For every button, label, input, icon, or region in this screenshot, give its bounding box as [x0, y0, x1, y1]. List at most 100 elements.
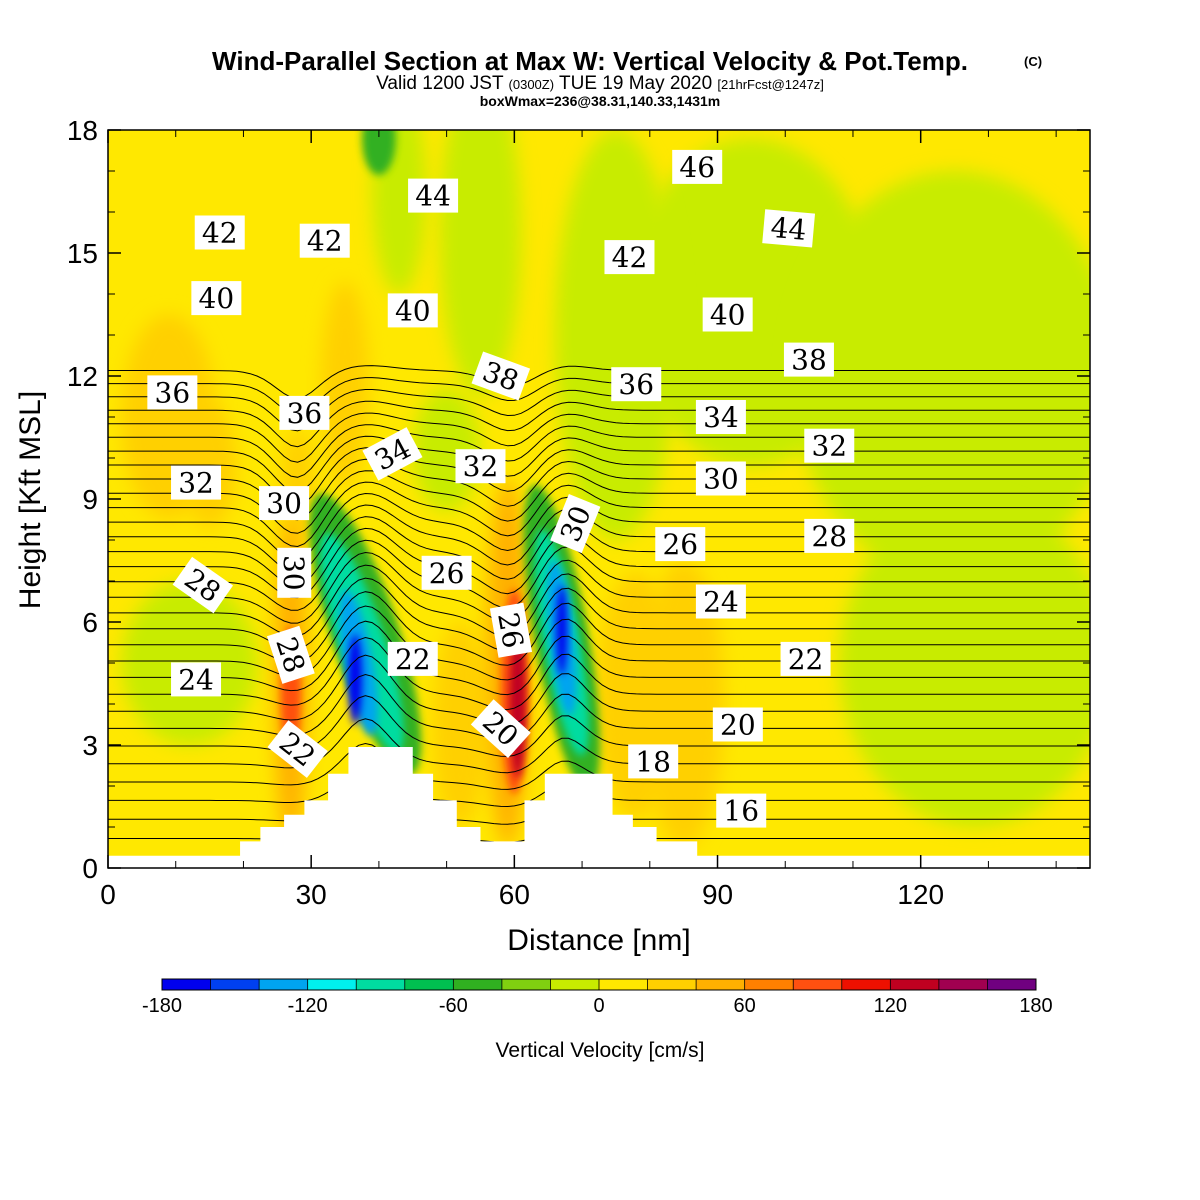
theta-contour-line [108, 564, 1090, 638]
contour-label-box [783, 342, 834, 377]
x-tick-label: 30 [296, 879, 327, 910]
contour-label-box [712, 707, 763, 742]
theta-contour-label: 30 [695, 461, 746, 496]
theta-contour-line [108, 504, 1090, 573]
theta-contour-label: 46 [672, 149, 723, 184]
contour-label-box [470, 699, 531, 758]
theta-contour-label: 22 [780, 641, 831, 676]
theta-contour-label: 32 [171, 465, 222, 500]
valid-date: TUE 19 May 2020 [559, 73, 712, 94]
x-tick-label: 0 [100, 879, 116, 910]
contour-label-box [362, 427, 423, 481]
contour-label-text: 32 [811, 430, 847, 463]
theta-contour-label: 36 [147, 375, 198, 410]
contour-label-text: 34 [703, 401, 739, 434]
valid-prefix: Valid 1200 JST [376, 73, 504, 94]
contour-label-box [695, 461, 746, 496]
theta-contour-label: 32 [455, 449, 506, 484]
x-axis-label: Distance [nm] [507, 924, 690, 957]
theta-contour-line [108, 492, 1090, 560]
velocity-cell [361, 130, 396, 176]
theta-contour-line [108, 481, 1090, 548]
contour-label-box [171, 465, 222, 500]
contour-label-text: 36 [618, 368, 654, 401]
colorbar-swatch [987, 979, 1037, 990]
theta-contour-label: 30 [259, 486, 310, 521]
velocity-cell [839, 499, 1090, 827]
theta-contour-line [108, 673, 1090, 742]
colorbar-swatch [793, 979, 843, 990]
velocity-cell [321, 281, 369, 487]
theta-contour-line [108, 620, 1090, 696]
contour-label-text: 44 [769, 211, 807, 247]
contour-label-box [267, 720, 328, 778]
theta-contour-line [108, 400, 1090, 448]
colorbar-tick-label: -60 [439, 995, 468, 1017]
theta-contour-line [108, 605, 1090, 681]
contour-label-text: 44 [415, 180, 451, 213]
contour-label-box [408, 178, 459, 213]
velocity-cell [556, 585, 568, 676]
contour-label-box [259, 486, 310, 521]
contour-label-box [171, 662, 222, 697]
y-tick-label: 3 [82, 730, 98, 761]
colorbar-tick-label: -180 [142, 995, 182, 1017]
contour-label-box [279, 395, 330, 430]
contour-label-text: 30 [277, 555, 310, 591]
contour-label-text: 22 [788, 643, 824, 676]
velocity-cell [792, 171, 1090, 581]
contour-label-box [780, 641, 831, 676]
contour-label-box [489, 602, 533, 658]
terrain-profile [108, 747, 1090, 868]
colorbar-swatch [696, 979, 746, 990]
colorbar-tick-label: 120 [874, 995, 907, 1017]
theta-contour-line [108, 412, 1090, 463]
contour-label-box [695, 400, 746, 434]
contour-label-box [804, 428, 855, 463]
theta-contour-line [108, 591, 1090, 666]
theta-contour-label: 40 [191, 281, 242, 316]
theta-contour-label: 32 [804, 428, 855, 463]
contour-label-box [266, 625, 315, 684]
contour-label-box [716, 793, 767, 828]
theta-contour-label: 42 [299, 223, 350, 258]
theta-contour-line [108, 365, 1090, 399]
contour-label-box [387, 641, 438, 676]
y-tick-label: 12 [67, 361, 98, 392]
chart-subtitle-box: boxWmax=236@38.31,140.33,1431m [480, 93, 721, 109]
theta-contour-line [108, 654, 1090, 726]
theta-contour-label: 24 [695, 584, 746, 619]
theta-contour-label: 36 [279, 395, 330, 430]
contour-label-text: 18 [635, 745, 671, 778]
chart-subtitle-valid: Valid 1200 JST (0300Z) TUE 19 May 2020 [… [376, 73, 824, 94]
colorbar-tick-label: -120 [288, 995, 328, 1017]
colorbar-tick-label: 60 [734, 995, 756, 1017]
contour-label-box [672, 149, 723, 184]
contour-label-box [387, 293, 438, 328]
contour-label-box [604, 240, 655, 275]
contour-label-box [695, 584, 746, 619]
colorbar-tick-label: 180 [1019, 995, 1052, 1017]
contour-label-text: 32 [178, 467, 214, 500]
colorbar-swatch [501, 979, 551, 990]
contour-label-text: 40 [199, 282, 235, 315]
contour-label-text: 28 [811, 520, 847, 553]
velocity-cell [433, 622, 488, 827]
colorbar-swatch [647, 979, 697, 990]
contour-label-text: 42 [202, 217, 238, 250]
contour-label-text: 40 [395, 294, 431, 327]
contour-label-text: 30 [703, 463, 739, 496]
contour-label-text: 22 [395, 643, 431, 676]
theta-contour-label: 38 [783, 342, 834, 377]
theta-contour-line [108, 516, 1090, 586]
contour-label-text: 40 [710, 299, 746, 332]
theta-contour-label: 42 [604, 240, 655, 275]
x-axis-ticks: 0 30 60 90 120 [100, 130, 1057, 910]
contour-label-text: 46 [679, 151, 715, 184]
theta-contour-label: 26 [421, 555, 472, 590]
theta-contour-label: 28 [804, 518, 855, 553]
contour-label-text: 36 [155, 376, 191, 409]
